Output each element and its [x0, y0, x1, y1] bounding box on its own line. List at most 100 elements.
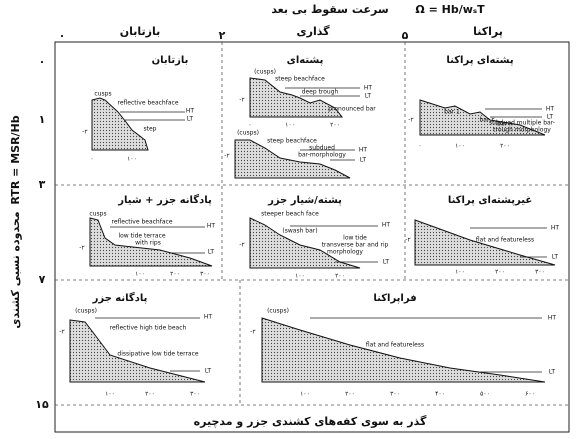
profile-label: steep beachface	[267, 138, 317, 145]
profile-label: -۲	[239, 242, 244, 249]
profile-label: ۵۰۰	[480, 391, 490, 398]
profile-label: steeper beach face	[261, 211, 319, 218]
profile-label: HT	[546, 106, 555, 113]
panel-title: پشته/شیار جزر	[267, 195, 342, 206]
profile-label: ۲۰۰	[335, 273, 345, 280]
profile-label: ۲۰۰	[170, 271, 180, 278]
profile-label: ۳۰۰	[535, 269, 545, 276]
profile-label: ۱۰۰	[105, 391, 115, 398]
left-scale: ۷	[39, 273, 46, 286]
profile-label: pronounced bar	[328, 106, 376, 113]
footer: گذر به سوی کفه‌های کشندی جزر و مدچیره	[194, 415, 427, 428]
profile-label: bar-morphology	[298, 152, 346, 159]
profile-label: LT	[360, 157, 367, 164]
top-scale: ۰	[59, 29, 66, 42]
profile-label: LT	[383, 259, 390, 266]
profile-label: ۲۰۰	[330, 122, 340, 129]
frame	[54, 41, 570, 433]
profile-label: ۰	[90, 156, 93, 163]
profile-label: cusps	[94, 91, 111, 98]
profile-label: ۱۰۰	[127, 156, 137, 163]
profile-label: flat and featureless	[366, 342, 424, 349]
left-scale: ۱	[39, 113, 46, 126]
profile-label: ۱۰۰	[300, 391, 310, 398]
profile-label: ۲۰۰	[145, 391, 155, 398]
profile-label: LT	[549, 369, 556, 376]
profile-label: bar n	[497, 121, 513, 128]
profile-label: ۲۰۰	[500, 143, 510, 150]
profile-label: -۲	[224, 153, 229, 160]
tide-levels	[95, 87, 547, 373]
profile-label: step	[144, 126, 157, 133]
profile-label: LT	[547, 114, 554, 121]
profile-label: ۳۰۰	[200, 271, 210, 278]
panel-title: پشته‌ای	[287, 55, 324, 66]
formula: Ω = Hb/wₛT	[415, 3, 485, 16]
profile-label: transverse bar and rip	[322, 242, 389, 249]
profile-label: (cusps)	[254, 69, 276, 76]
profile-label: -۲	[82, 129, 87, 136]
panel-title: پادگانه جزر + شیار	[117, 193, 212, 206]
profile-label: subdued	[309, 145, 335, 152]
profile-label: trough morphology	[493, 127, 551, 134]
profile-label: ۳۰۰	[190, 391, 200, 398]
profile-label: cusps	[89, 211, 106, 218]
profile-label: -۲	[239, 97, 244, 104]
profile-label: ۲۰۰	[495, 269, 505, 276]
profile-label: flat and featureless	[476, 237, 534, 244]
profile-label: steep beachface	[275, 76, 325, 83]
profile-label: with rips	[135, 240, 161, 247]
profile-label: ۳۰۰	[390, 391, 400, 398]
panel-title: غیرپشته‌ای پراکنا	[448, 195, 532, 206]
left-scale: ۰	[39, 55, 46, 68]
profile-label: ۱۰۰	[455, 269, 465, 276]
column-header: گذاری	[297, 25, 331, 38]
profile-label: -۲	[59, 329, 64, 336]
profile-label: -۲	[250, 329, 255, 336]
panel-title: پشته‌ای پراکنا	[446, 55, 513, 66]
left-axis-label: محدوده نسبی کشندی	[9, 211, 22, 328]
left-scale: ۱۵	[35, 398, 49, 411]
profile-label: (cusps)	[75, 308, 97, 315]
panel-title: بازتابان	[152, 55, 189, 66]
left-scale: ۳	[39, 178, 46, 191]
profile-label: (cusps)	[267, 308, 289, 315]
profile-label: ۰	[248, 122, 251, 129]
profile-label: HT	[548, 315, 557, 322]
profile-label: ۴۰۰	[435, 391, 445, 398]
left-axis-formula: RTR = MSR/Hb	[9, 115, 22, 204]
profile-label: morphology	[327, 249, 363, 256]
profile-label: -۲	[408, 117, 413, 124]
profile-label: ۱۰۰	[135, 271, 145, 278]
profile-label: reflective beachface	[117, 100, 178, 107]
column-header: پراکنا	[473, 25, 503, 38]
profile-label: HT	[551, 225, 560, 232]
profile-label: ۱۰۰	[285, 122, 295, 129]
profiles	[69, 77, 556, 383]
profile-label: subdued multiple bar-	[489, 120, 555, 127]
title: سرعت سقوط بی بعد	[271, 3, 388, 16]
profile-label: LT	[187, 116, 194, 123]
profile-label: ۰	[418, 143, 421, 150]
top-scale: ۲	[219, 29, 226, 42]
profile-label: ۱۰۰	[455, 143, 465, 150]
profile-label: (swash bar)	[282, 228, 317, 235]
profile-label: HT	[204, 314, 213, 321]
profile-label: HT	[364, 85, 373, 92]
profile-label: -۲	[79, 245, 84, 252]
panel-title: فراپراکنا	[373, 293, 416, 304]
profile-label: (cusps)	[237, 130, 259, 137]
profile-label: HT	[382, 222, 391, 229]
profile-label: low tide	[343, 235, 367, 242]
profile-label: ۲۰۰	[345, 391, 355, 398]
profile-label: deep trough	[302, 89, 339, 96]
profile-label: HT	[207, 223, 216, 230]
profile-label: ۶۰۰	[525, 391, 535, 398]
profile-label: -۲	[405, 237, 410, 244]
profile-label: HT	[186, 108, 195, 115]
profile-label: ۱۰۰	[295, 273, 305, 280]
top-scale: ۵	[402, 29, 409, 42]
panel-title: پادگانه جزر	[92, 291, 148, 304]
profile-label: LT	[208, 249, 215, 256]
